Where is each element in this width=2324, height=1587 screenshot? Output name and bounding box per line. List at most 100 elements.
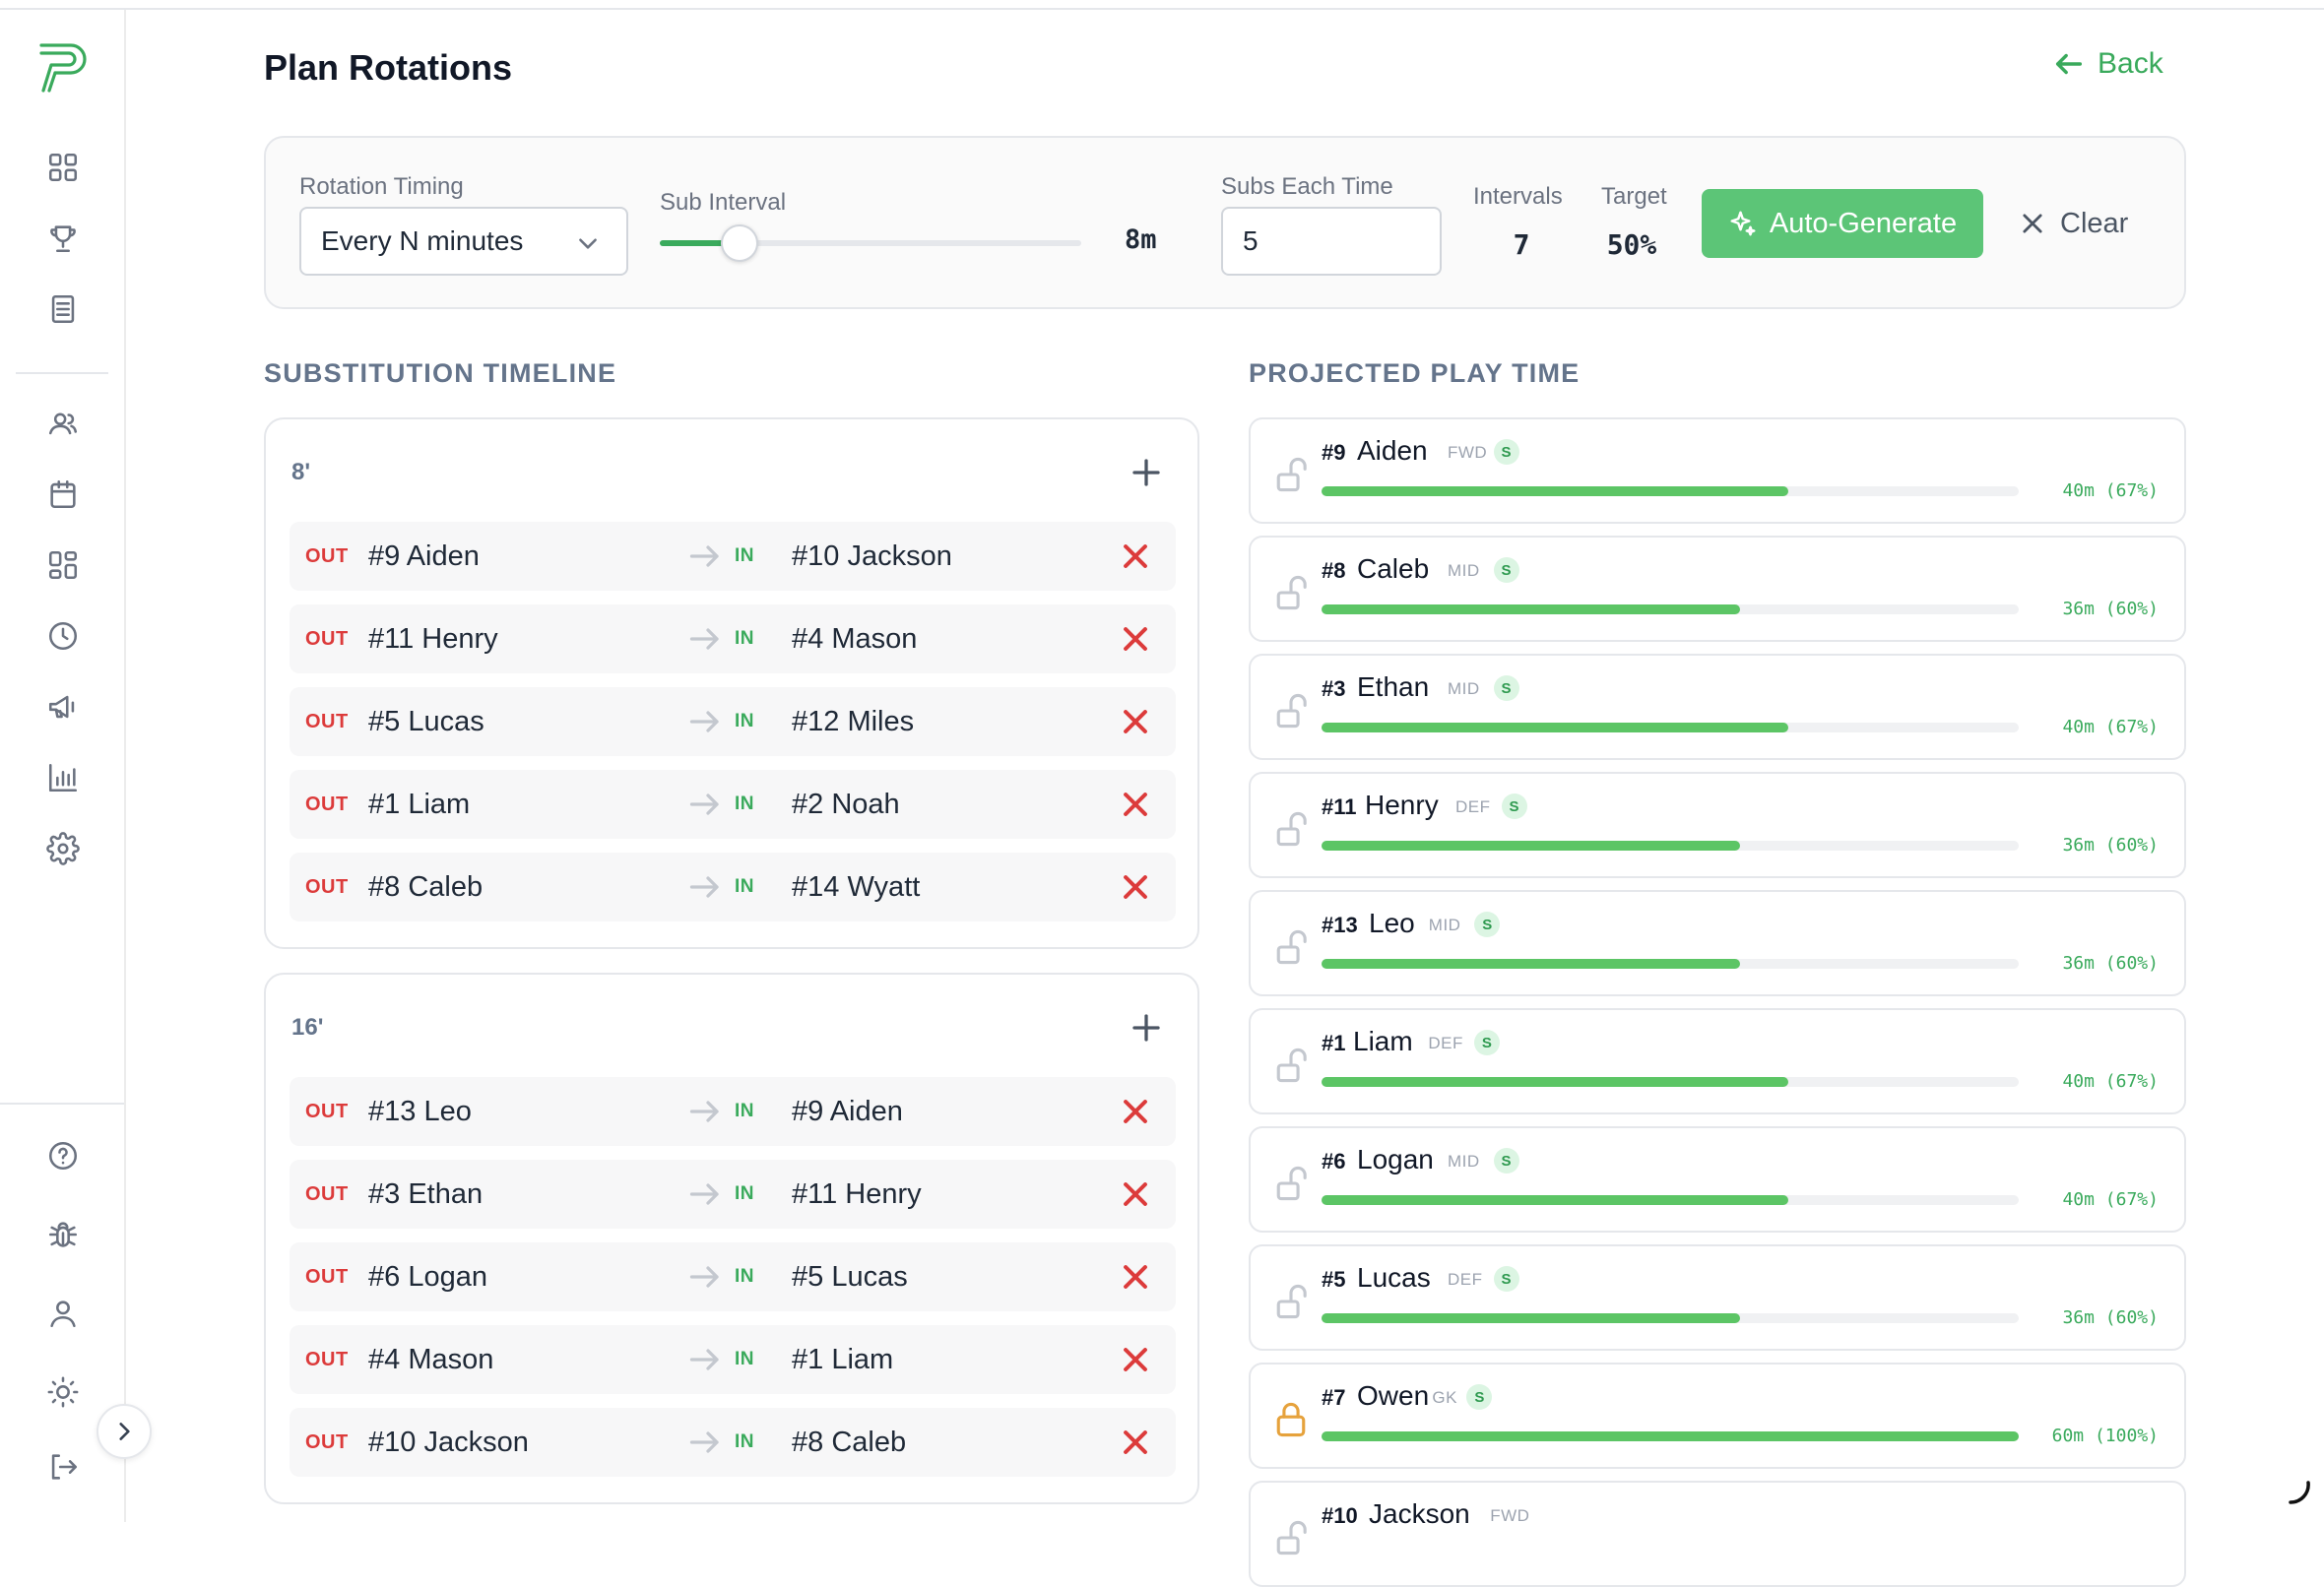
remove-substitution-button[interactable]: [1119, 1260, 1152, 1294]
player-number: #10: [1322, 1503, 1358, 1528]
close-icon: [1124, 1348, 1147, 1371]
close-icon: [1124, 1265, 1147, 1289]
megaphone-icon[interactable]: [43, 687, 83, 727]
arrow-right-icon: [687, 787, 723, 822]
player-number: #1: [1322, 1031, 1346, 1055]
gear-icon[interactable]: [43, 829, 83, 868]
bug-icon[interactable]: [43, 1215, 83, 1254]
remove-substitution-button[interactable]: [1119, 1426, 1152, 1459]
unlock-icon[interactable]: [1274, 1518, 1308, 1557]
out-tag: OUT: [305, 710, 349, 732]
play-time-bar: [1322, 959, 2019, 969]
in-tag: IN: [735, 545, 754, 566]
remove-substitution-button[interactable]: [1119, 1095, 1152, 1128]
close-icon: [1124, 544, 1147, 568]
remove-substitution-button[interactable]: [1119, 788, 1152, 821]
close-icon: [1124, 875, 1147, 899]
layout-icon[interactable]: [43, 545, 83, 585]
rotation-timing-value: Every N minutes: [321, 225, 524, 256]
player-number: #11: [1322, 794, 1357, 819]
unlock-icon[interactable]: [1274, 573, 1308, 612]
play-time-bar: [1322, 604, 2019, 614]
arrow-right-icon: [687, 1425, 723, 1460]
add-substitution-button[interactable]: [1129, 1010, 1164, 1046]
arrow-left-icon: [2055, 53, 2083, 75]
clear-button[interactable]: Clear: [2019, 189, 2128, 258]
out-tag: OUT: [305, 875, 349, 898]
play-time-bar-fill: [1322, 1195, 1789, 1205]
player-number: #13: [1322, 913, 1358, 937]
rotation-timing-select[interactable]: Every N minutes: [299, 207, 628, 276]
back-button[interactable]: Back: [2052, 47, 2163, 81]
player-in-name: #10 Jackson: [792, 540, 952, 572]
unlock-icon[interactable]: [1274, 1282, 1308, 1321]
slider-thumb[interactable]: [721, 224, 759, 262]
auto-generate-button[interactable]: Auto-Generate: [1702, 189, 1983, 258]
help-icon[interactable]: [43, 1136, 83, 1175]
sub-interval-value: 8m: [1125, 224, 1157, 255]
remove-substitution-button[interactable]: [1119, 1343, 1152, 1376]
player-out-name: #10 Jackson: [368, 1426, 529, 1458]
in-tag: IN: [735, 1431, 754, 1452]
timeline-group: 16' OUT #13 Leo IN #9 Aiden OUT #3 Ethan IN #11 …: [264, 973, 1199, 1504]
sidebar-collapse-button[interactable]: [97, 1404, 152, 1459]
remove-substitution-button[interactable]: [1119, 622, 1152, 656]
player-name: Aiden: [1357, 435, 1428, 466]
player-position: FWD: [1448, 443, 1488, 462]
user-icon[interactable]: [43, 1294, 83, 1333]
lock-icon[interactable]: [1274, 1400, 1308, 1439]
remove-substitution-button[interactable]: [1119, 870, 1152, 904]
unlock-icon[interactable]: [1274, 1046, 1308, 1085]
sub-interval-slider[interactable]: [660, 224, 1081, 262]
starter-badge: S: [1493, 439, 1519, 465]
remove-substitution-button[interactable]: [1119, 1177, 1152, 1211]
play-time-bar-fill: [1322, 723, 1789, 732]
add-substitution-button[interactable]: [1129, 455, 1164, 490]
trophy-icon[interactable]: [43, 219, 83, 258]
plus-icon: [1132, 1014, 1160, 1042]
unlock-icon[interactable]: [1274, 809, 1308, 849]
target-label: Target: [1601, 183, 1667, 210]
calendar-icon[interactable]: [43, 475, 83, 514]
dashboard-icon[interactable]: [43, 148, 83, 187]
unlock-icon[interactable]: [1274, 691, 1308, 730]
play-time-row: #6 Logan MID S 40m (67%): [1249, 1126, 2186, 1233]
timeline-group-time: 8': [291, 459, 311, 485]
logout-icon[interactable]: [43, 1447, 83, 1487]
out-tag: OUT: [305, 1348, 349, 1370]
unlock-icon[interactable]: [1274, 455, 1308, 494]
player-position: DEF: [1455, 797, 1491, 816]
player-out-name: #13 Leo: [368, 1095, 472, 1127]
substitution-row: OUT #4 Mason IN #1 Liam: [290, 1325, 1176, 1394]
close-icon: [1124, 710, 1147, 733]
bar-chart-icon[interactable]: [43, 758, 83, 797]
arrow-right-icon: [687, 869, 723, 905]
notebook-icon[interactable]: [43, 289, 83, 329]
play-time-value: 60m (100%): [2051, 1426, 2159, 1446]
arrow-right-icon: [687, 539, 723, 574]
unlock-icon[interactable]: [1274, 1164, 1308, 1203]
rotation-timing-label: Rotation Timing: [299, 173, 464, 200]
play-time-row: #7 Owen GK S 60m (100%): [1249, 1363, 2186, 1469]
arrow-right-icon: [687, 1259, 723, 1295]
player-position: FWD: [1490, 1506, 1530, 1525]
player-out-name: #5 Lucas: [368, 705, 484, 737]
player-position: MID: [1428, 916, 1461, 934]
app-logo[interactable]: [33, 39, 93, 98]
substitution-row: OUT #3 Ethan IN #11 Henry: [290, 1160, 1176, 1229]
subs-each-time-input[interactable]: [1221, 207, 1442, 276]
close-icon: [2023, 214, 2042, 233]
sun-icon[interactable]: [43, 1372, 83, 1412]
out-tag: OUT: [305, 1430, 349, 1453]
remove-substitution-button[interactable]: [1119, 705, 1152, 738]
clock-icon[interactable]: [43, 616, 83, 656]
back-label: Back: [2098, 47, 2163, 80]
remove-substitution-button[interactable]: [1119, 540, 1152, 573]
users-icon[interactable]: [43, 404, 83, 443]
play-time-bar: [1322, 1431, 2019, 1441]
play-time-value: 36m (60%): [2062, 599, 2159, 619]
out-tag: OUT: [305, 627, 349, 650]
unlock-icon[interactable]: [1274, 927, 1308, 967]
starter-badge: S: [1501, 794, 1527, 819]
player-in-name: #12 Miles: [792, 705, 915, 737]
